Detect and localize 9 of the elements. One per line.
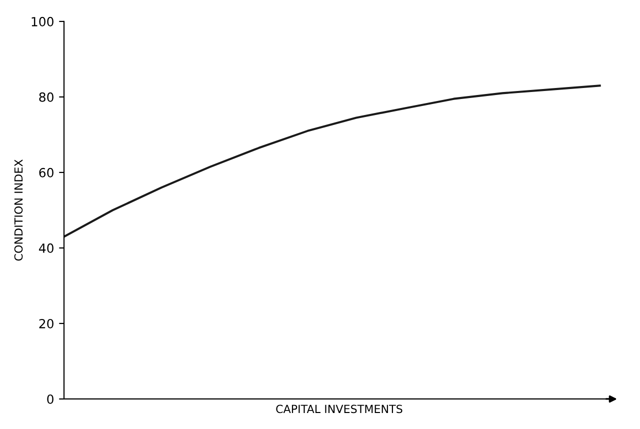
y-tick-label: 60 [39,168,54,178]
y-tick-label: 0 [47,394,54,404]
y-tick-label: 100 [32,16,54,26]
line-series [64,84,601,238]
y-tick-label: 20 [39,318,54,328]
x-axis-title: CAPITAL INVESTMENTS [276,404,402,414]
y-tick-label: 40 [38,243,54,253]
y-tick-label: 80 [39,92,54,102]
y-axis-title: CONDITION INDEX [14,160,23,261]
